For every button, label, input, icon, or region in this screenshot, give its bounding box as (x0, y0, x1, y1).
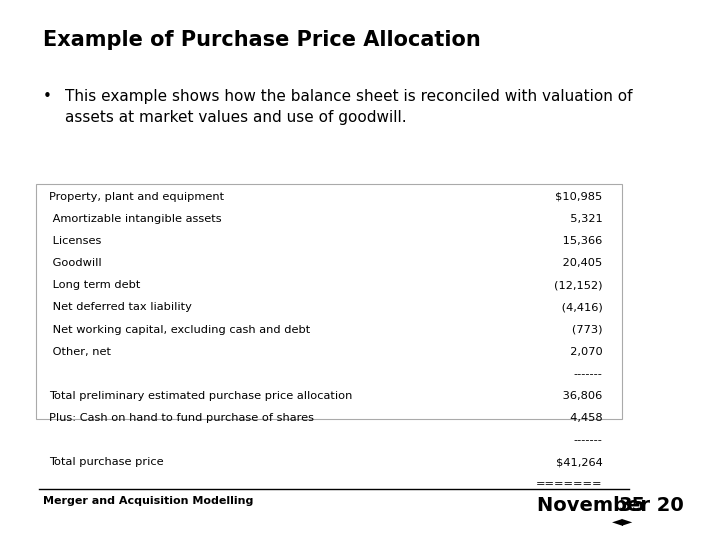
Text: $41,264: $41,264 (556, 457, 603, 468)
Text: Other, net: Other, net (49, 347, 111, 357)
Text: 35: 35 (618, 496, 646, 515)
Text: 4,458: 4,458 (563, 413, 603, 423)
Text: Net deferred tax liability: Net deferred tax liability (49, 302, 192, 313)
Text: (4,416): (4,416) (557, 302, 603, 313)
Text: 5,321: 5,321 (562, 214, 603, 224)
Text: Merger and Acquisition Modelling: Merger and Acquisition Modelling (42, 496, 253, 506)
Text: -------: ------- (573, 369, 603, 379)
Text: ◄►: ◄► (612, 514, 634, 528)
Text: Example of Purchase Price Allocation: Example of Purchase Price Allocation (42, 30, 480, 50)
Text: Total purchase price: Total purchase price (49, 457, 163, 468)
Text: Long term debt: Long term debt (49, 280, 140, 291)
Text: 20,405: 20,405 (559, 258, 603, 268)
Text: (773): (773) (561, 325, 603, 335)
Text: Licenses: Licenses (49, 236, 102, 246)
Text: (12,152): (12,152) (554, 280, 603, 291)
Text: 2,070: 2,070 (562, 347, 603, 357)
Text: Net working capital, excluding cash and debt: Net working capital, excluding cash and … (49, 325, 310, 335)
Text: Property, plant and equipment: Property, plant and equipment (49, 192, 224, 202)
Text: Amortizable intangible assets: Amortizable intangible assets (49, 214, 222, 224)
Text: 15,366: 15,366 (559, 236, 603, 246)
Text: This example shows how the balance sheet is reconciled with valuation of
assets : This example shows how the balance sheet… (66, 89, 633, 125)
Text: $10,985: $10,985 (555, 192, 603, 202)
Text: -------: ------- (573, 435, 603, 445)
Text: 36,806: 36,806 (559, 391, 603, 401)
Text: •: • (42, 89, 51, 104)
Text: Total preliminary estimated purchase price allocation: Total preliminary estimated purchase pri… (49, 391, 353, 401)
Text: November 20: November 20 (537, 496, 683, 515)
Text: Goodwill: Goodwill (49, 258, 102, 268)
Text: Plus: Cash on hand to fund purchase of shares: Plus: Cash on hand to fund purchase of s… (49, 413, 314, 423)
Text: =======: ======= (536, 480, 603, 490)
